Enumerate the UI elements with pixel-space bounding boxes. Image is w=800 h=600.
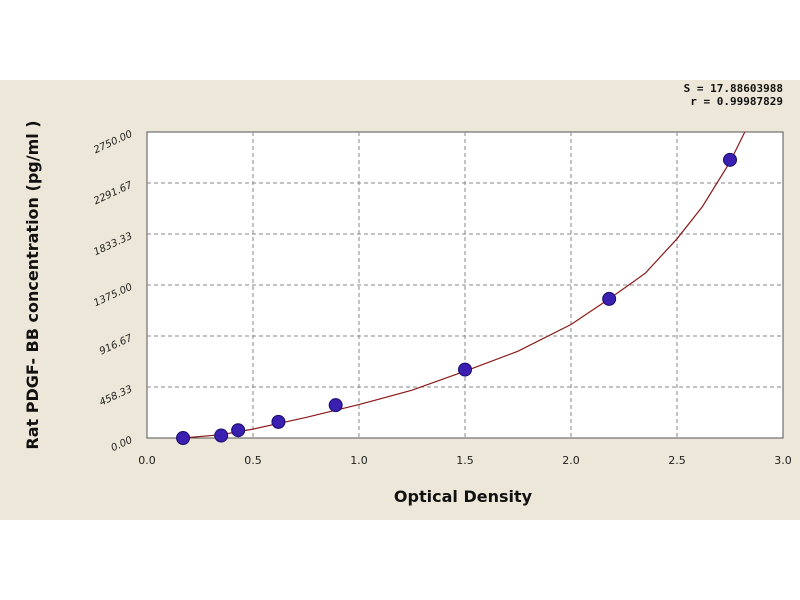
x-axis-title: Optical Density — [394, 487, 533, 506]
chart: 0.00 458.33 916.67 1375.00 1833.33 2291.67 275… — [23, 82, 792, 506]
data-point — [214, 428, 229, 443]
data-point — [328, 398, 343, 413]
x-tick-label: 2.0 — [562, 454, 580, 467]
data-point — [271, 414, 286, 429]
x-axis-ticks: 0.0 0.5 1.0 1.5 2.0 2.5 3.0 — [138, 454, 792, 467]
x-tick-label: 1.5 — [456, 454, 474, 467]
data-points — [176, 152, 737, 445]
data-point — [176, 431, 191, 445]
y-tick-label: 1833.33 — [92, 231, 134, 258]
fit-curve — [182, 131, 746, 439]
stat-s: S = 17.88603988 — [684, 82, 783, 95]
y-axis-title: Rat PDGF- BB concentration (pg/ml ) — [23, 120, 42, 449]
y-axis-ticks: 0.00 458.33 916.67 1375.00 1833.33 2291.67 275… — [92, 129, 135, 454]
data-point — [723, 152, 737, 167]
y-tick-label: 0.00 — [109, 435, 134, 454]
chart-panel: 0.00 458.33 916.67 1375.00 1833.33 2291.67 275… — [0, 80, 800, 520]
y-tick-label: 1375.00 — [92, 282, 134, 309]
y-tick-label: 2291.67 — [92, 179, 135, 207]
data-point — [602, 291, 617, 306]
x-tick-label: 1.0 — [350, 454, 368, 467]
stat-r: r = 0.99987829 — [690, 95, 783, 108]
y-tick-label: 458.33 — [98, 384, 134, 409]
x-tick-label: 2.5 — [668, 454, 686, 467]
x-tick-label: 0.5 — [244, 454, 262, 467]
x-tick-label: 3.0 — [774, 454, 792, 467]
x-tick-label: 0.0 — [138, 454, 156, 467]
data-point — [231, 423, 246, 438]
data-point — [458, 362, 472, 377]
y-tick-label: 916.67 — [98, 332, 135, 357]
grid — [147, 132, 783, 438]
y-tick-label: 2750.00 — [92, 129, 134, 156]
